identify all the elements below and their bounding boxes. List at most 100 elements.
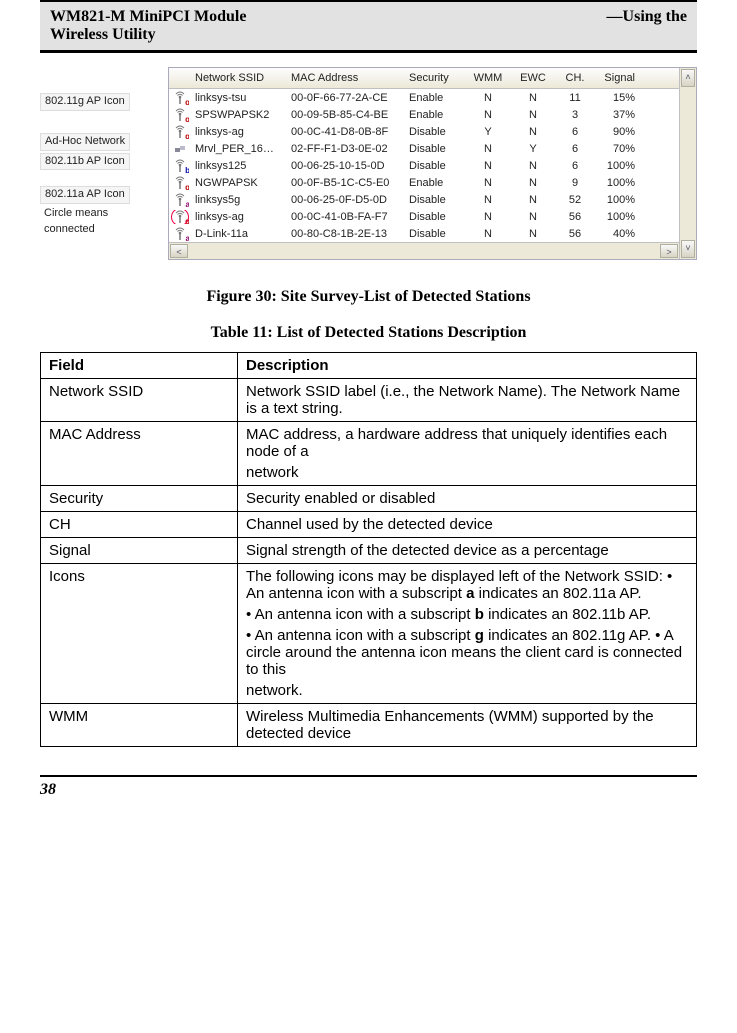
- table-row[interactable]: aD-Link-11a00-80-C8-1B-2E-13DisableNN564…: [169, 225, 679, 242]
- desc-description: Signal strength of the detected device a…: [238, 538, 697, 564]
- cell-ch: 56: [555, 211, 595, 223]
- cell-wmm: N: [465, 92, 511, 104]
- desc-row: WMMWireless Multimedia Enhancements (WMM…: [41, 704, 697, 747]
- col-head-signal[interactable]: Signal: [595, 72, 645, 84]
- col-head-security[interactable]: Security: [403, 72, 465, 84]
- scroll-left-icon[interactable]: ˂: [170, 244, 188, 258]
- cell-security: Enable: [403, 92, 465, 104]
- page-number: 38: [40, 781, 697, 799]
- cell-signal: 37%: [595, 109, 645, 121]
- cell-wmm: N: [465, 211, 511, 223]
- desc-field: WMM: [41, 704, 238, 747]
- desc-description: Network SSID label (i.e., the Network Na…: [238, 379, 697, 422]
- table-row[interactable]: alinksys5g00-06-25-0F-D5-0DDisableNN5210…: [169, 191, 679, 208]
- cell-ssid: linksys-ag: [189, 211, 285, 223]
- cell-ssid: linksys5g: [189, 194, 285, 206]
- header-right: —Using the: [607, 8, 687, 26]
- cell-mac: 00-09-5B-85-C4-BE: [285, 109, 403, 121]
- desc-row: CHChannel used by the detected device: [41, 512, 697, 538]
- cell-ch: 6: [555, 126, 595, 138]
- cell-ssid: SPSWPAPSK2: [189, 109, 285, 121]
- cell-ewc: N: [511, 126, 555, 138]
- desc-field: MAC Address: [41, 422, 238, 486]
- cell-security: Enable: [403, 177, 465, 189]
- site-survey-figure: 802.11g AP Icon Ad-Hoc Network 802.11b A…: [40, 67, 697, 260]
- antenna-icon: g: [173, 210, 187, 224]
- cell-mac: 00-0F-66-77-2A-CE: [285, 92, 403, 104]
- col-head-mac[interactable]: MAC Address: [285, 72, 403, 84]
- cell-ssid: linksys-ag: [189, 126, 285, 138]
- desc-field: Security: [41, 486, 238, 512]
- desc-description: Wireless Multimedia Enhancements (WMM) s…: [238, 704, 697, 747]
- scroll-right-icon[interactable]: ˃: [660, 244, 678, 258]
- horizontal-scrollbar[interactable]: ˂ ˃: [169, 242, 679, 259]
- cell-security: Disable: [403, 211, 465, 223]
- header-title-line2: Wireless Utility: [50, 26, 156, 43]
- cell-ssid: NGWPAPSK: [189, 177, 285, 189]
- desc-description: The following icons may be displayed lef…: [238, 564, 697, 704]
- col-head-wmm[interactable]: WMM: [465, 72, 511, 84]
- cell-wmm: N: [465, 177, 511, 189]
- table-row[interactable]: gSPSWPAPSK200-09-5B-85-C4-BEEnableNN337%: [169, 106, 679, 123]
- cell-mac: 02-FF-F1-D3-0E-02: [285, 143, 403, 155]
- table-caption: Table 11: List of Detected Stations Desc…: [40, 324, 697, 342]
- cell-ssid: linksys-tsu: [189, 92, 285, 104]
- cell-ch: 9: [555, 177, 595, 189]
- antenna-icon: g: [173, 125, 187, 139]
- cell-ewc: N: [511, 211, 555, 223]
- scroll-down-icon[interactable]: ˅: [681, 240, 695, 258]
- scroll-up-icon[interactable]: ˄: [681, 69, 695, 87]
- cell-mac: 00-0F-B5-1C-C5-E0: [285, 177, 403, 189]
- table-row[interactable]: glinksys-tsu00-0F-66-77-2A-CEEnableNN111…: [169, 89, 679, 106]
- cell-wmm: N: [465, 160, 511, 172]
- desc-head-field: Field: [41, 353, 238, 379]
- cell-ewc: N: [511, 228, 555, 240]
- col-head-ssid[interactable]: Network SSID: [189, 72, 285, 84]
- cell-ewc: N: [511, 92, 555, 104]
- label-circle-2: connected: [44, 223, 95, 235]
- cell-signal: 70%: [595, 143, 645, 155]
- label-adhoc: Ad-Hoc Network: [45, 135, 125, 147]
- cell-signal: 100%: [595, 194, 645, 206]
- cell-security: Enable: [403, 109, 465, 121]
- antenna-icon: g: [173, 91, 187, 105]
- header-title-line1: WM821-M MiniPCI Module: [50, 8, 246, 25]
- cell-wmm: N: [465, 194, 511, 206]
- col-head-ewc[interactable]: EWC: [511, 72, 555, 84]
- table-row[interactable]: blinksys12500-06-25-10-15-0DDisableNN610…: [169, 157, 679, 174]
- vertical-scrollbar[interactable]: ˄ ˅: [679, 68, 696, 259]
- desc-row: SignalSignal strength of the detected de…: [41, 538, 697, 564]
- footer-rule: [40, 775, 697, 777]
- cell-security: Disable: [403, 160, 465, 172]
- table-row[interactable]: glinksys-ag00-0C-41-D8-0B-8FDisableYN690…: [169, 123, 679, 140]
- cell-ch: 56: [555, 228, 595, 240]
- cell-signal: 100%: [595, 177, 645, 189]
- cell-security: Disable: [403, 228, 465, 240]
- desc-description: MAC address, a hardware address that uni…: [238, 422, 697, 486]
- table-row[interactable]: glinksys-ag00-0C-41-0B-FA-F7DisableNN561…: [169, 208, 679, 225]
- header-rule: [40, 51, 697, 53]
- antenna-icon: a: [173, 193, 187, 207]
- antenna-icon: b: [173, 159, 187, 173]
- desc-description: Channel used by the detected device: [238, 512, 697, 538]
- label-80211b: 802.11b AP Icon: [45, 155, 125, 167]
- cell-ssid: Mrvl_PER_16S ...: [189, 143, 285, 155]
- cell-wmm: N: [465, 109, 511, 121]
- table-row[interactable]: Mrvl_PER_16S ...02-FF-F1-D3-0E-02Disable…: [169, 140, 679, 157]
- antenna-icon: a: [173, 227, 187, 241]
- desc-row: MAC AddressMAC address, a hardware addre…: [41, 422, 697, 486]
- desc-row: SecuritySecurity enabled or disabled: [41, 486, 697, 512]
- cell-ssid: linksys125: [189, 160, 285, 172]
- cell-mac: 00-80-C8-1B-2E-13: [285, 228, 403, 240]
- table-row[interactable]: gNGWPAPSK00-0F-B5-1C-C5-E0EnableNN9100%: [169, 174, 679, 191]
- cell-wmm: N: [465, 228, 511, 240]
- icon-legend-labels: 802.11g AP Icon Ad-Hoc Network 802.11b A…: [40, 67, 168, 260]
- col-head-ch[interactable]: CH.: [555, 72, 595, 84]
- desc-field: CH: [41, 512, 238, 538]
- adhoc-icon: [173, 142, 187, 156]
- cell-signal: 100%: [595, 160, 645, 172]
- cell-ewc: N: [511, 109, 555, 121]
- desc-field: Signal: [41, 538, 238, 564]
- desc-field: Icons: [41, 564, 238, 704]
- cell-ch: 52: [555, 194, 595, 206]
